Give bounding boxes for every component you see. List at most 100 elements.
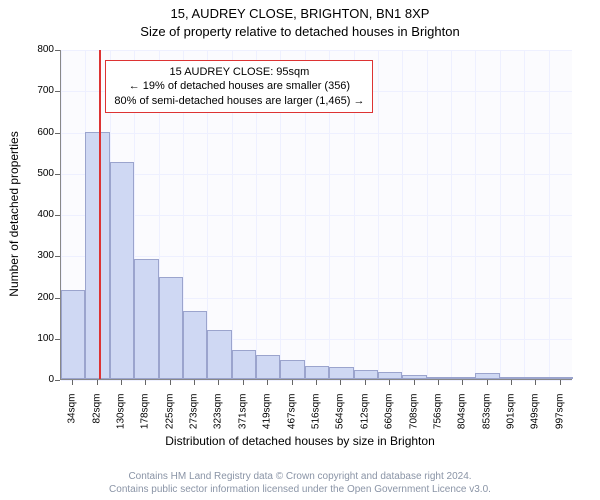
x-tick	[72, 380, 73, 385]
marker-line	[99, 50, 101, 379]
x-tick-label: 708sqm	[408, 394, 419, 434]
x-tick	[438, 380, 439, 385]
histogram-bar	[183, 311, 207, 379]
y-tick-label: 500	[24, 168, 54, 179]
histogram-bar	[354, 370, 378, 379]
histogram-bar	[329, 367, 353, 379]
histogram-bar	[110, 162, 134, 379]
y-tick-label: 100	[24, 333, 54, 344]
x-tick	[194, 380, 195, 385]
histogram-bar	[524, 377, 548, 379]
y-tick	[55, 256, 60, 257]
x-tick-label: 804sqm	[457, 394, 468, 434]
histogram-bar	[475, 373, 499, 379]
gridline-v	[451, 50, 452, 379]
y-tick	[55, 133, 60, 134]
x-tick-label: 82sqm	[91, 394, 102, 434]
x-tick-label: 130sqm	[115, 394, 126, 434]
x-tick	[267, 380, 268, 385]
histogram-bar	[207, 330, 231, 380]
footer-line-2: Contains public sector information licen…	[0, 483, 600, 496]
x-tick	[145, 380, 146, 385]
x-tick-label: 516sqm	[311, 394, 322, 434]
x-tick-label: 225sqm	[164, 394, 175, 434]
gridline-h	[61, 215, 572, 216]
histogram-bar	[159, 277, 183, 379]
y-tick	[55, 339, 60, 340]
histogram-bar	[232, 350, 256, 379]
x-tick	[218, 380, 219, 385]
y-tick-label: 800	[24, 44, 54, 55]
y-tick-label: 400	[24, 209, 54, 220]
histogram-bar	[402, 375, 426, 379]
y-tick	[55, 215, 60, 216]
x-tick-label: 660sqm	[384, 394, 395, 434]
histogram-bar	[61, 290, 85, 379]
gridline-v	[378, 50, 379, 379]
x-tick-label: 612sqm	[359, 394, 370, 434]
x-tick	[243, 380, 244, 385]
y-tick-label: 0	[24, 374, 54, 385]
histogram-bar	[134, 259, 158, 379]
x-tick	[292, 380, 293, 385]
y-tick-label: 600	[24, 127, 54, 138]
x-tick-label: 467sqm	[286, 394, 297, 434]
histogram-bar	[280, 360, 304, 379]
histogram-bar	[305, 366, 329, 379]
y-axis-label: Number of detached properties	[7, 131, 21, 296]
y-tick	[55, 50, 60, 51]
x-tick	[97, 380, 98, 385]
x-tick-label: 564sqm	[335, 394, 346, 434]
y-tick	[55, 380, 60, 381]
gridline-h	[61, 174, 572, 175]
x-tick	[560, 380, 561, 385]
y-tick	[55, 174, 60, 175]
y-tick-label: 200	[24, 292, 54, 303]
x-tick-label: 901sqm	[506, 394, 517, 434]
chart-footer: Contains HM Land Registry data © Crown c…	[0, 470, 600, 496]
y-tick-label: 300	[24, 250, 54, 261]
gridline-v	[500, 50, 501, 379]
x-tick	[414, 380, 415, 385]
gridline-h	[61, 133, 572, 134]
gridline-v	[475, 50, 476, 379]
x-tick-label: 419sqm	[262, 394, 273, 434]
gridline-v	[402, 50, 403, 379]
x-tick	[389, 380, 390, 385]
x-tick	[340, 380, 341, 385]
x-tick-label: 371sqm	[237, 394, 248, 434]
histogram-bar	[500, 377, 524, 379]
histogram-bar	[427, 377, 451, 379]
histogram-bar	[256, 355, 280, 379]
page-title: 15, AUDREY CLOSE, BRIGHTON, BN1 8XP	[0, 6, 600, 21]
histogram-bar	[451, 377, 475, 379]
x-tick	[170, 380, 171, 385]
footer-line-1: Contains HM Land Registry data © Crown c…	[0, 470, 600, 483]
plot-area: 15 AUDREY CLOSE: 95sqm← 19% of detached …	[60, 50, 572, 380]
x-tick-label: 756sqm	[432, 394, 443, 434]
x-tick-label: 273sqm	[189, 394, 200, 434]
y-tick-label: 700	[24, 85, 54, 96]
y-tick	[55, 91, 60, 92]
chart-container: 15, AUDREY CLOSE, BRIGHTON, BN1 8XP Size…	[0, 0, 600, 500]
annotation-line: 80% of semi-detached houses are larger (…	[114, 94, 364, 108]
annotation-box: 15 AUDREY CLOSE: 95sqm← 19% of detached …	[105, 60, 373, 113]
x-axis-label: Distribution of detached houses by size …	[0, 434, 600, 448]
x-tick	[365, 380, 366, 385]
gridline-v	[427, 50, 428, 379]
x-tick-label: 949sqm	[530, 394, 541, 434]
x-tick	[316, 380, 317, 385]
x-tick-label: 997sqm	[554, 394, 565, 434]
x-tick-label: 178sqm	[140, 394, 151, 434]
x-tick-label: 853sqm	[481, 394, 492, 434]
x-tick	[462, 380, 463, 385]
gridline-h	[61, 256, 572, 257]
x-tick-label: 34sqm	[67, 394, 78, 434]
y-tick	[55, 298, 60, 299]
gridline-v	[549, 50, 550, 379]
x-tick	[535, 380, 536, 385]
x-tick	[511, 380, 512, 385]
histogram-bar	[549, 377, 573, 379]
histogram-bar	[85, 132, 109, 380]
gridline-v	[524, 50, 525, 379]
